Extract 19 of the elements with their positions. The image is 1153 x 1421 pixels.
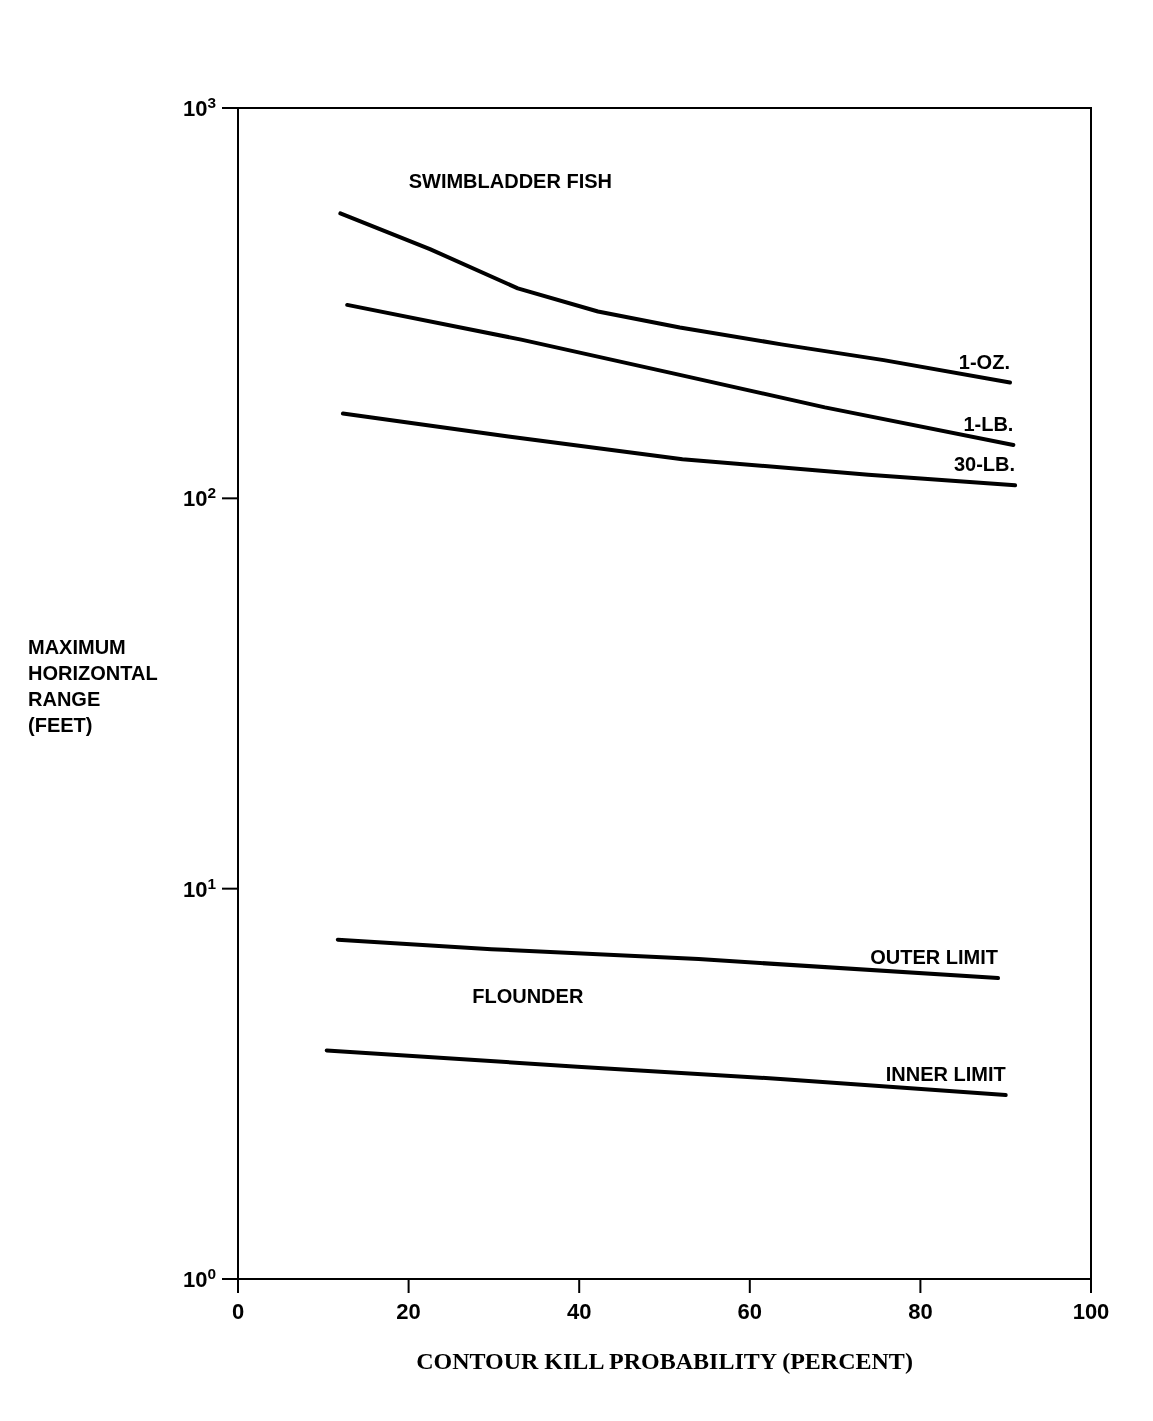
annotation: SWIMBLADDER FISH <box>408 170 613 193</box>
x-tick-label: 20 <box>396 1299 421 1324</box>
series-label: 1-LB. <box>963 412 1014 435</box>
series-label: OUTER LIMIT <box>870 946 999 969</box>
series-label: INNER LIMIT <box>885 1063 1006 1086</box>
series-label: 30-LB. <box>953 453 1016 476</box>
x-tick-label: 100 <box>1072 1299 1110 1324</box>
y-tick-label: 10$^{1}$ <box>182 874 217 902</box>
x-tick-label: 40 <box>566 1299 592 1324</box>
x-axis-title: CONTOUR KILL PROBABILITY (PERCENT) <box>416 1348 913 1374</box>
y-tick-label: 10$^{0}$ <box>182 1264 216 1292</box>
x-tick-label: 60 <box>737 1299 763 1324</box>
series-label: 1-OZ. <box>958 350 1010 373</box>
y-tick-label: 10$^{3}$ <box>182 93 216 121</box>
y-axis-title: MAXIMUM HORIZONTAL RANGE (FEET) <box>28 635 158 736</box>
x-tick-label: 0 <box>231 1299 245 1324</box>
y-tick-label: 10$^{2}$ <box>182 483 216 512</box>
annotation: FLOUNDER <box>472 985 584 1008</box>
x-tick-label: 80 <box>908 1299 933 1324</box>
